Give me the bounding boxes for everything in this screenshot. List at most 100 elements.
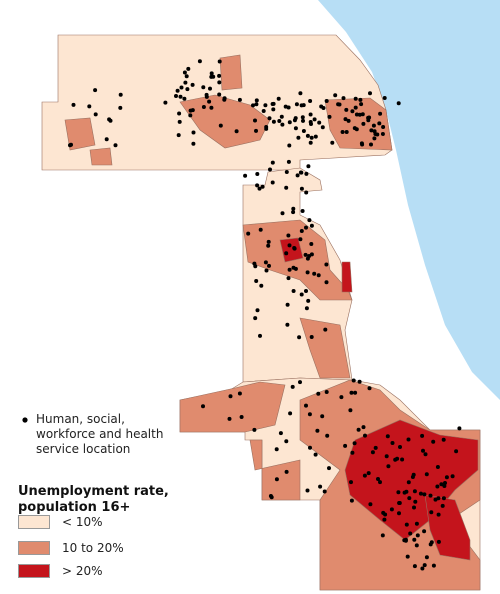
- service-dot: [366, 471, 371, 476]
- service-dot: [422, 563, 427, 568]
- service-dot: [217, 59, 222, 64]
- service-dot: [254, 128, 258, 133]
- service-dot: [287, 243, 292, 248]
- service-dot: [183, 80, 188, 85]
- service-dot: [315, 428, 320, 433]
- service-dot: [354, 112, 359, 117]
- service-dot: [299, 292, 304, 297]
- service-dot: [406, 480, 411, 485]
- service-dot: [400, 457, 405, 462]
- service-dot: [353, 105, 358, 110]
- service-dot: [191, 141, 196, 146]
- service-dot: [222, 97, 227, 102]
- region: [242, 219, 353, 301]
- service-dot: [357, 112, 362, 117]
- service-dot: [352, 441, 357, 446]
- service-dot: [295, 173, 300, 178]
- service-dot: [353, 96, 358, 101]
- service-dot: [290, 384, 295, 389]
- service-dot: [296, 135, 301, 140]
- service-dot: [373, 445, 378, 450]
- service-dot: [267, 116, 272, 121]
- service-dot: [239, 415, 244, 419]
- service-dot: [209, 71, 214, 76]
- service-dot: [306, 298, 311, 303]
- service-dot: [307, 218, 312, 223]
- service-dot: [284, 251, 289, 256]
- service-dot: [268, 494, 273, 498]
- service-dot: [321, 106, 326, 110]
- service-dot: [361, 425, 366, 430]
- service-dot: [431, 563, 436, 568]
- service-dot: [384, 454, 389, 459]
- service-dot: [402, 538, 407, 543]
- region: [424, 494, 471, 561]
- service-dot: [386, 464, 391, 469]
- service-dot: [433, 497, 438, 502]
- service-dot: [343, 443, 348, 448]
- legend-dot: [22, 417, 28, 423]
- service-dot: [412, 537, 417, 542]
- service-dot: [429, 510, 434, 515]
- service-dot: [266, 243, 271, 248]
- service-dot: [382, 96, 387, 100]
- service-dot: [353, 390, 358, 395]
- service-dot: [258, 227, 263, 232]
- service-dot: [362, 473, 367, 478]
- service-dot: [301, 118, 305, 123]
- service-dot: [381, 125, 386, 129]
- service-dot: [410, 475, 415, 479]
- service-dot: [414, 543, 419, 548]
- service-dot: [421, 448, 425, 453]
- legend-swatch: [18, 564, 50, 578]
- service-dot: [395, 456, 400, 461]
- service-dot: [188, 113, 193, 118]
- service-dot: [300, 115, 305, 120]
- service-dot: [252, 427, 257, 432]
- service-dot: [406, 437, 411, 442]
- service-dot: [304, 289, 308, 293]
- service-dot: [284, 469, 289, 474]
- service-dot: [343, 117, 348, 122]
- service-dot: [378, 111, 383, 116]
- service-dot: [318, 484, 323, 489]
- service-dot: [385, 434, 390, 439]
- service-dot: [308, 445, 312, 450]
- service-dot: [261, 109, 266, 113]
- service-dot: [304, 306, 309, 311]
- legend-swatch: [18, 515, 50, 529]
- service-dot: [324, 262, 329, 267]
- service-dot: [309, 335, 314, 339]
- service-dot: [415, 533, 420, 538]
- service-dot: [87, 104, 92, 109]
- lake: [318, 0, 500, 400]
- service-dot: [339, 395, 344, 400]
- service-dot: [317, 120, 322, 125]
- service-dot: [412, 489, 417, 494]
- service-dot: [177, 119, 182, 124]
- service-dot: [204, 92, 209, 97]
- service-dot: [327, 114, 332, 119]
- service-dot: [356, 427, 361, 432]
- service-dot: [253, 316, 258, 321]
- service-dot: [254, 279, 259, 283]
- service-dot: [286, 159, 291, 164]
- service-dot: [191, 130, 196, 135]
- service-dot: [255, 308, 260, 313]
- service-dot: [271, 101, 276, 106]
- service-dot: [442, 484, 447, 488]
- service-dot: [423, 452, 428, 457]
- service-dot: [414, 521, 419, 526]
- service-dot: [234, 129, 239, 134]
- service-dot: [299, 170, 304, 175]
- service-dot: [308, 140, 313, 145]
- service-dot: [354, 127, 359, 132]
- service-dot: [424, 555, 429, 560]
- service-dot: [251, 103, 255, 108]
- service-dot: [420, 433, 425, 438]
- service-dot: [444, 475, 449, 480]
- service-dot: [367, 386, 372, 391]
- service-dot: [308, 112, 313, 117]
- service-dot: [389, 507, 394, 512]
- service-dot: [348, 408, 353, 413]
